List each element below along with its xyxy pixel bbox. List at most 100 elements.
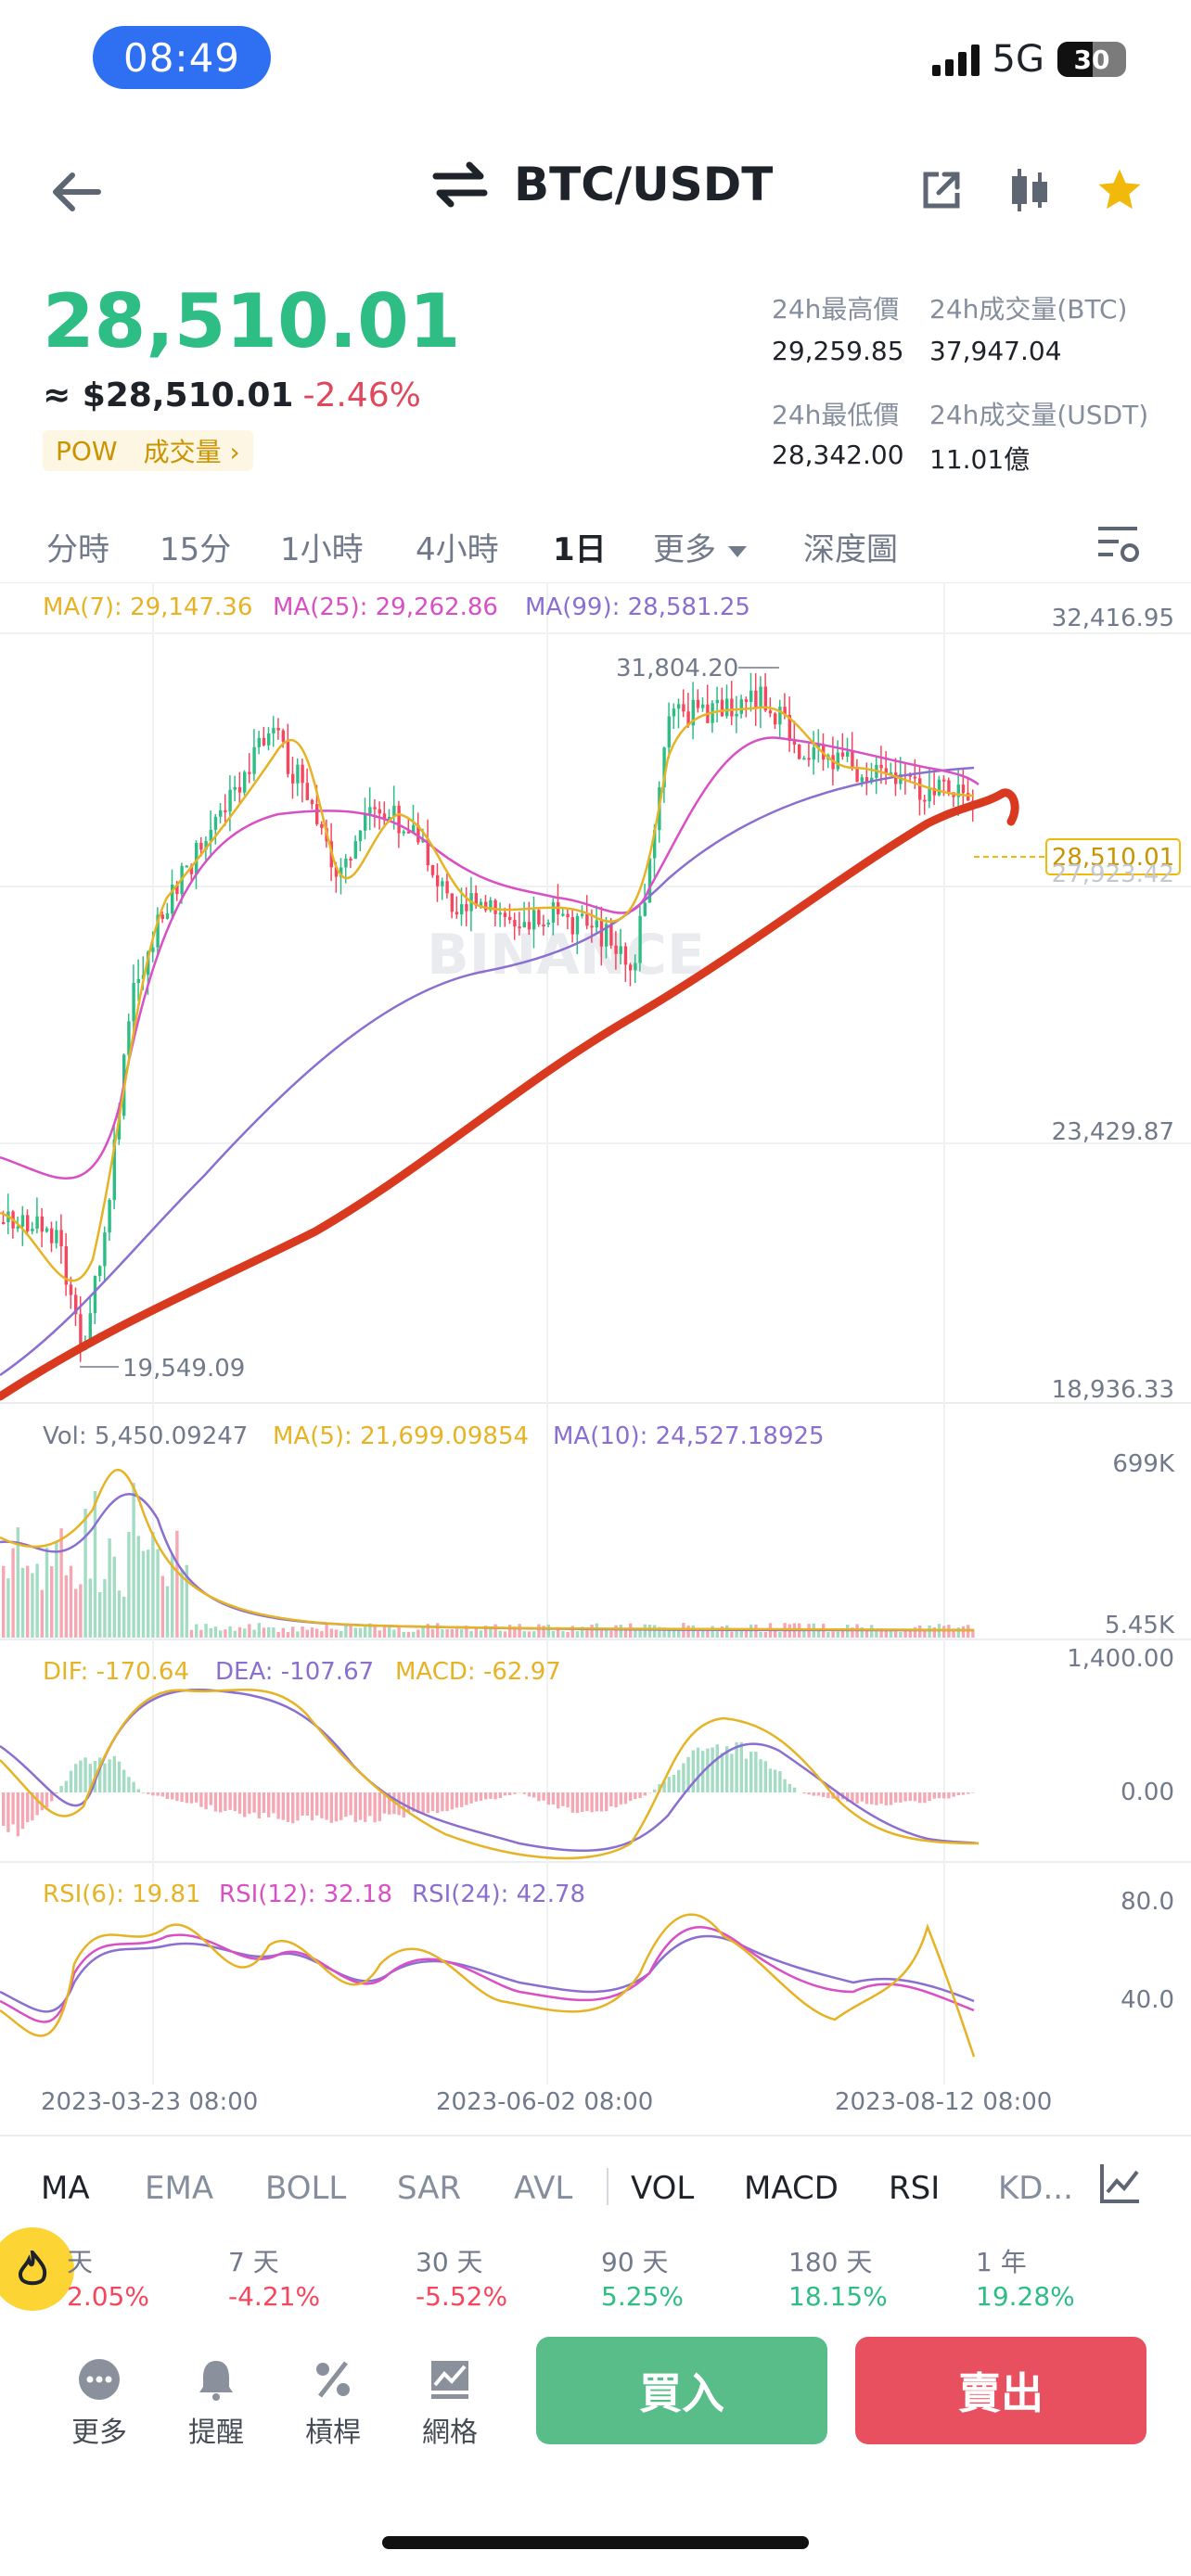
grid-action[interactable]: 網格 [408, 2355, 492, 2450]
alert-action[interactable]: 提醒 [174, 2355, 258, 2450]
macd-bar [489, 1792, 493, 1799]
candle-body [551, 902, 556, 923]
chart-style-button[interactable] [1006, 167, 1053, 213]
candle-body [175, 884, 179, 895]
share-button[interactable] [918, 167, 965, 213]
volume-bar [175, 1530, 179, 1638]
candle-body [117, 1116, 122, 1140]
macd-bar [903, 1792, 907, 1802]
kline-chart[interactable]: BINANCE 28,510.01 31,804.20 19,549.09 [0, 582, 1191, 2094]
indicator-boll[interactable]: BOLL [265, 2170, 347, 2207]
candle-body [455, 912, 459, 915]
macd-bar [88, 1764, 92, 1792]
tab-more[interactable]: 更多 [653, 524, 749, 569]
candle-body [585, 913, 589, 926]
macd-bar [195, 1792, 198, 1803]
volume-bar [301, 1626, 304, 1638]
macd-bar [715, 1744, 719, 1792]
candle-body [460, 904, 464, 915]
buy-button[interactable]: 買入 [536, 2337, 827, 2444]
volume-bar [802, 1630, 806, 1638]
tab-4h[interactable]: 4小時 [416, 531, 499, 568]
macd-bar [421, 1792, 425, 1815]
volume-bar [460, 1629, 464, 1638]
vol-ma5-line [0, 1469, 975, 1632]
macd-bar [382, 1792, 387, 1814]
floating-widget[interactable] [0, 2227, 74, 2311]
volume-bar [831, 1631, 835, 1638]
volume-bar [851, 1627, 854, 1638]
candle-body [45, 1228, 49, 1232]
volume-bar [281, 1627, 285, 1638]
macd-bar [378, 1792, 381, 1821]
candle-body [93, 1275, 97, 1314]
candle-body [373, 807, 377, 810]
macd-bar [585, 1792, 589, 1812]
indicator-ema[interactable]: EMA [145, 2170, 214, 2207]
macd-bar [368, 1792, 372, 1817]
candle-body [35, 1216, 39, 1229]
tab-15m[interactable]: 15分 [160, 531, 232, 568]
indicator-rsi[interactable]: RSI [889, 2170, 941, 2207]
sell-button[interactable]: 賣出 [855, 2337, 1146, 2444]
high-label: 24h最高價 [772, 294, 900, 325]
macd-bar [219, 1792, 223, 1813]
macd-bar [942, 1792, 946, 1799]
more-icon [79, 2359, 120, 2400]
candle-body [474, 893, 478, 906]
tab-depth[interactable]: 深度圖 [803, 531, 898, 568]
ma25-line [0, 736, 980, 1180]
indicator-settings-button[interactable] [1096, 2161, 1143, 2207]
favorite-button[interactable] [1095, 165, 1145, 215]
volume-bar [233, 1630, 237, 1638]
candle-body [575, 915, 580, 935]
candle-body [151, 947, 155, 952]
macd-bar [629, 1792, 633, 1802]
volume-bar [662, 1627, 666, 1638]
candle-body [40, 1216, 44, 1232]
indicator-macd[interactable]: MACD [744, 2170, 839, 2207]
macd-bar [889, 1792, 893, 1805]
candle-body [64, 1245, 68, 1285]
tab-time-sharing[interactable]: 分時 [46, 531, 109, 568]
candle-body [79, 1314, 83, 1350]
candle-body [599, 920, 604, 947]
volume-bar [643, 1624, 647, 1638]
candle-body [759, 686, 762, 708]
back-arrow-icon [53, 172, 101, 211]
volume-bar [479, 1630, 483, 1638]
more-action[interactable]: 更多 [58, 2355, 141, 2450]
volume-bar [262, 1627, 266, 1638]
volume-bar [763, 1631, 767, 1638]
candle-body [870, 777, 874, 783]
volume-bar [329, 1628, 333, 1638]
volume-bar [50, 1566, 54, 1638]
volume-bar [561, 1630, 565, 1638]
volume-bar [224, 1629, 227, 1638]
tab-1d[interactable]: 1日 [553, 531, 607, 568]
price-axis-2: 27,923.42 [1051, 861, 1174, 888]
tag-bar[interactable]: POW 成交量 › [43, 430, 253, 471]
volume-bar [609, 1630, 613, 1638]
macd-bar [807, 1792, 811, 1795]
macd-bar [281, 1792, 285, 1820]
volume-bar [551, 1630, 556, 1638]
indicator-avl[interactable]: AVL [514, 2170, 573, 2207]
indicator-kdj[interactable]: KD... [998, 2170, 1073, 2207]
pair-selector[interactable]: BTC/USDT [432, 158, 773, 211]
tab-1h[interactable]: 1小時 [280, 531, 364, 568]
candle-body [961, 784, 966, 794]
back-button[interactable] [46, 169, 108, 215]
volume-bar [774, 1630, 777, 1638]
indicator-vol[interactable]: VOL [631, 2170, 695, 2207]
indicator-sar[interactable]: SAR [397, 2170, 462, 2207]
indicator-ma[interactable]: MA [41, 2170, 90, 2207]
macd-bar [566, 1792, 570, 1808]
volume-bar [16, 1527, 19, 1638]
home-indicator[interactable] [382, 2536, 809, 2549]
chart-settings-button[interactable] [1095, 521, 1141, 567]
leverage-action[interactable]: 槓桿 [291, 2355, 375, 2450]
macd-bar [286, 1792, 290, 1822]
volume-bar [730, 1631, 734, 1638]
ma99-line [0, 766, 975, 1377]
